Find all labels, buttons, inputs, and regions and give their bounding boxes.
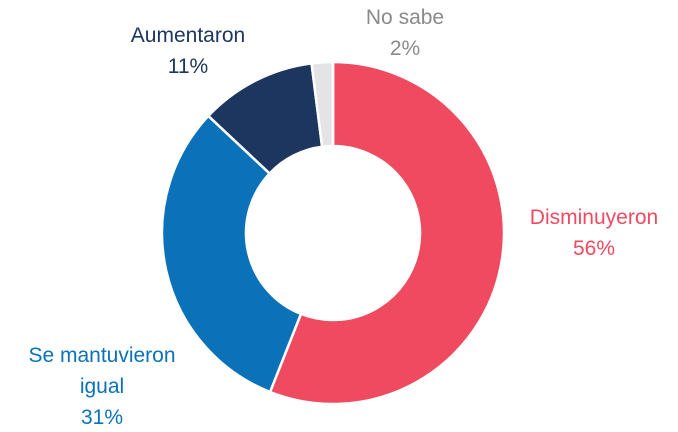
category-name: Disminuyeron [529, 206, 659, 229]
donut-slice [268, 60, 506, 406]
category-name: No sabe [365, 6, 445, 29]
category-name: Aumentaron [130, 24, 246, 47]
value-label: 11% [167, 55, 209, 78]
value-label: 31% [80, 406, 124, 429]
slice-label: Aumentaron 11% [98, 20, 278, 82]
slice-label: Se mantuvieron igual 31% [7, 340, 197, 432]
slice-label: No sabe 2% [345, 2, 465, 64]
value-label: 56% [572, 237, 616, 260]
donut-slice [160, 114, 303, 394]
donut-slice [310, 60, 335, 149]
slice-label: Disminuyeron 56% [494, 202, 678, 264]
category-name: Se mantuvieron igual [28, 344, 176, 398]
value-label: 2% [389, 37, 421, 60]
